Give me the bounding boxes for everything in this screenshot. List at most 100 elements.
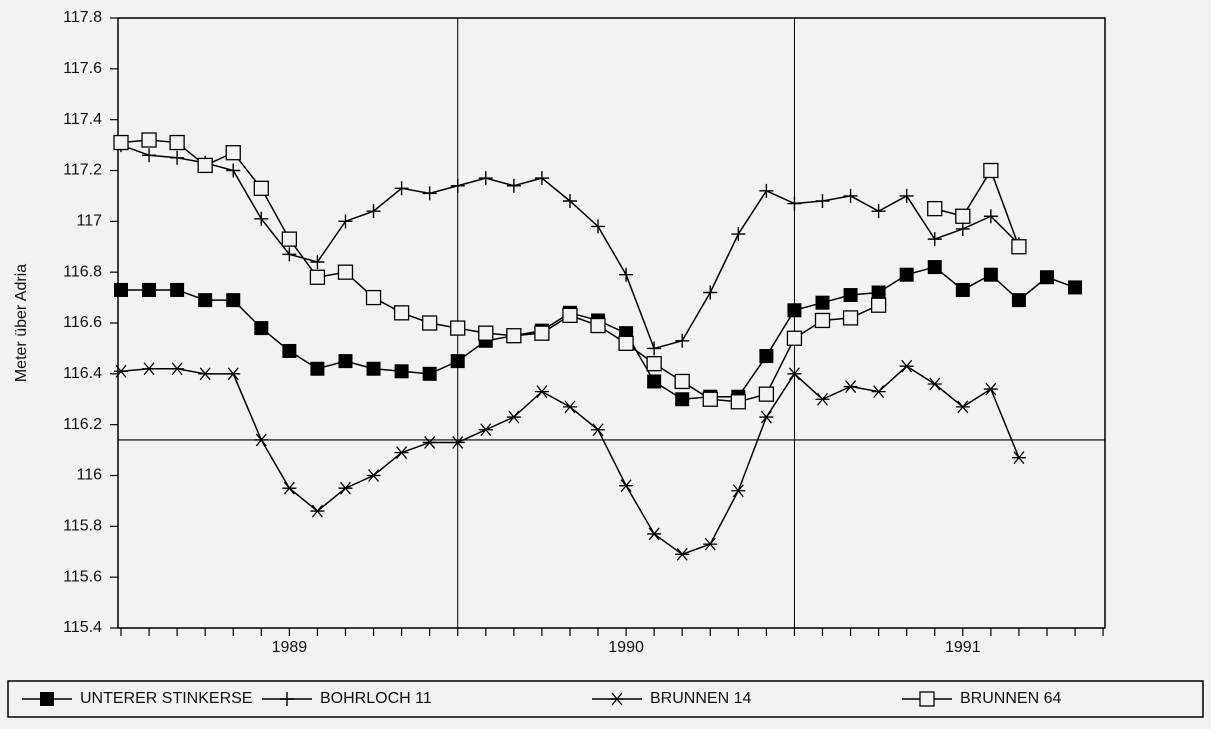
- data-point-part: [618, 335, 634, 351]
- data-point-part: [450, 354, 465, 369]
- data-point: [337, 264, 354, 280]
- data-point-part: [254, 433, 269, 447]
- data-point: [366, 361, 381, 376]
- data-point-part: [226, 293, 241, 308]
- data-point: [619, 267, 634, 282]
- data-point: [394, 181, 409, 196]
- data-point: [310, 255, 325, 269]
- data-point-part: [955, 208, 971, 224]
- data-point: [113, 134, 129, 151]
- data-point-part: [1068, 280, 1083, 295]
- data-point: [787, 303, 802, 318]
- data-point-part: [534, 171, 549, 186]
- data-point-part: [899, 359, 914, 373]
- data-point: [309, 269, 326, 285]
- data-point-part: [141, 132, 157, 148]
- data-point: [955, 221, 970, 236]
- y-tick-label: 117.8: [63, 9, 102, 26]
- data-point-part: [394, 446, 409, 460]
- y-tick-label: 115.6: [63, 568, 102, 585]
- data-point-part: [142, 362, 157, 376]
- data-point-part: [675, 547, 690, 561]
- data-point: [702, 391, 718, 407]
- data-point-part: [197, 157, 213, 174]
- data-point: [226, 293, 241, 308]
- data-point-part: [590, 317, 606, 334]
- data-point-part: [365, 289, 382, 306]
- legend-label: UNTERER STINKERSE: [80, 690, 252, 707]
- y-tick-label: 116.4: [63, 365, 102, 382]
- data-point: [759, 410, 774, 424]
- data-point: [758, 386, 775, 402]
- data-point-part: [786, 330, 803, 346]
- data-point: [170, 282, 185, 297]
- data-point-part: [731, 227, 746, 242]
- data-point: [254, 433, 269, 447]
- y-tick-label: 116.8: [63, 263, 102, 280]
- data-point: [562, 307, 578, 324]
- x-tick-label: 1989: [272, 639, 308, 656]
- data-point-part: [142, 148, 157, 163]
- x-tick-label: 1991: [945, 639, 981, 656]
- data-point: [870, 297, 887, 313]
- legend-marker-part: [610, 692, 624, 706]
- data-point-part: [842, 310, 859, 326]
- data-point-part: [562, 307, 578, 324]
- data-point: [422, 366, 437, 381]
- data-point-part: [927, 200, 943, 217]
- data-point: [675, 392, 690, 407]
- data-point-part: [899, 188, 914, 203]
- data-point-part: [253, 180, 269, 196]
- data-point: [198, 367, 213, 381]
- data-point: [450, 178, 465, 193]
- y-tick-label: 117.2: [63, 162, 102, 179]
- data-point-part: [814, 312, 831, 329]
- data-point: [226, 163, 241, 178]
- data-point: [1039, 270, 1054, 285]
- series-line: [120, 139, 1020, 403]
- data-point-part: [758, 386, 775, 402]
- data-point: [591, 423, 606, 437]
- data-point: [506, 328, 522, 344]
- data-point: [955, 282, 970, 297]
- data-point: [478, 325, 494, 341]
- y-tick-label: 117.4: [63, 111, 102, 128]
- data-point: [618, 335, 634, 351]
- data-point-part: [787, 196, 802, 211]
- data-point-part: [815, 392, 830, 406]
- data-point: [646, 356, 662, 372]
- data-point-part: [1011, 293, 1026, 308]
- data-point: [197, 157, 213, 174]
- data-point-part: [338, 214, 353, 229]
- data-point-part: [871, 285, 886, 300]
- data-point-part: [450, 436, 465, 449]
- data-point: [899, 267, 914, 282]
- data-point: [814, 312, 831, 329]
- data-point-part: [983, 162, 999, 179]
- data-point: [983, 209, 998, 224]
- data-point-part: [955, 400, 970, 414]
- data-point-part: [338, 481, 353, 495]
- data-point: [450, 354, 465, 369]
- legend-box: [7, 680, 1204, 718]
- data-point: [142, 148, 157, 163]
- data-point-part: [170, 150, 185, 165]
- data-point: [703, 537, 718, 551]
- data-point: [478, 423, 493, 437]
- data-point: [310, 504, 325, 518]
- data-point-part: [955, 221, 970, 236]
- data-point: [114, 364, 128, 378]
- data-point: [226, 367, 241, 381]
- data-point-part: [422, 315, 438, 331]
- data-point-part: [843, 380, 858, 393]
- x-tick-label: 1990: [608, 639, 644, 656]
- data-point-part: [870, 297, 887, 313]
- data-point-part: [646, 356, 662, 372]
- data-point-part: [619, 479, 634, 493]
- data-point-part: [114, 282, 128, 297]
- legend-marker: [919, 691, 935, 707]
- data-point-part: [534, 325, 550, 341]
- legend-marker: [280, 692, 294, 706]
- data-point-part: [450, 178, 465, 193]
- legend-label: BRUNNEN 14: [650, 690, 751, 707]
